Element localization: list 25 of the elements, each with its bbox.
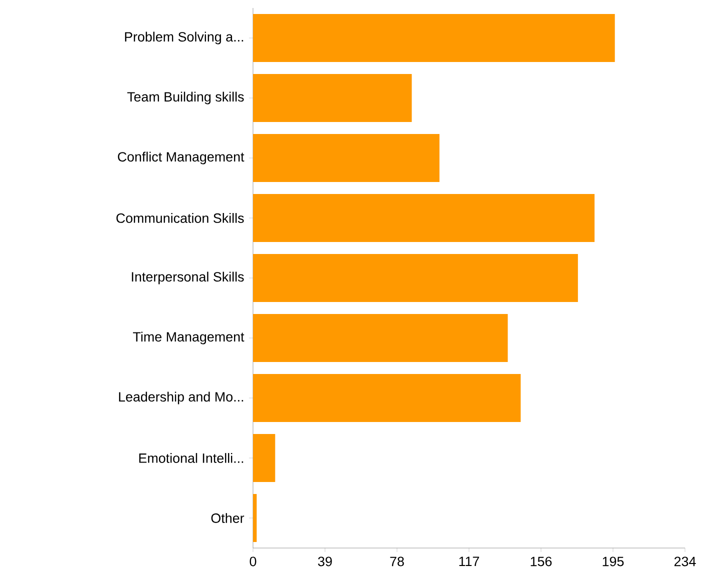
y-tick-label: Other [211,513,244,523]
y-tick-label: Problem Solving a... [125,32,244,44]
bar [253,374,521,422]
y-tick-label: Leadership and Mo... [119,392,244,404]
x-tick-label: 39 [318,556,332,566]
bar [253,194,595,242]
bar [253,314,508,362]
bar [253,434,276,482]
bar [253,14,615,62]
x-tick-label: 117 [459,556,480,566]
bar [253,254,578,302]
x-tick-label: 234 [674,556,696,566]
bar [253,494,257,542]
y-tick-label: Emotional Intelli... [139,453,244,463]
y-tick-label: Time Management [132,332,244,344]
x-tick-label: 0 [250,556,256,566]
x-tick-label: 195 [602,556,624,566]
x-tick-label: 78 [390,556,404,566]
y-tick-label: Interpersonal Skills [132,272,244,284]
y-tick-label: Team Building skills [127,92,244,104]
bar [253,74,412,122]
bar [253,134,440,182]
y-tick-label: Conflict Management [118,152,244,164]
y-tick-label: Communication Skills [116,213,244,223]
x-tick-label: 156 [530,556,552,566]
